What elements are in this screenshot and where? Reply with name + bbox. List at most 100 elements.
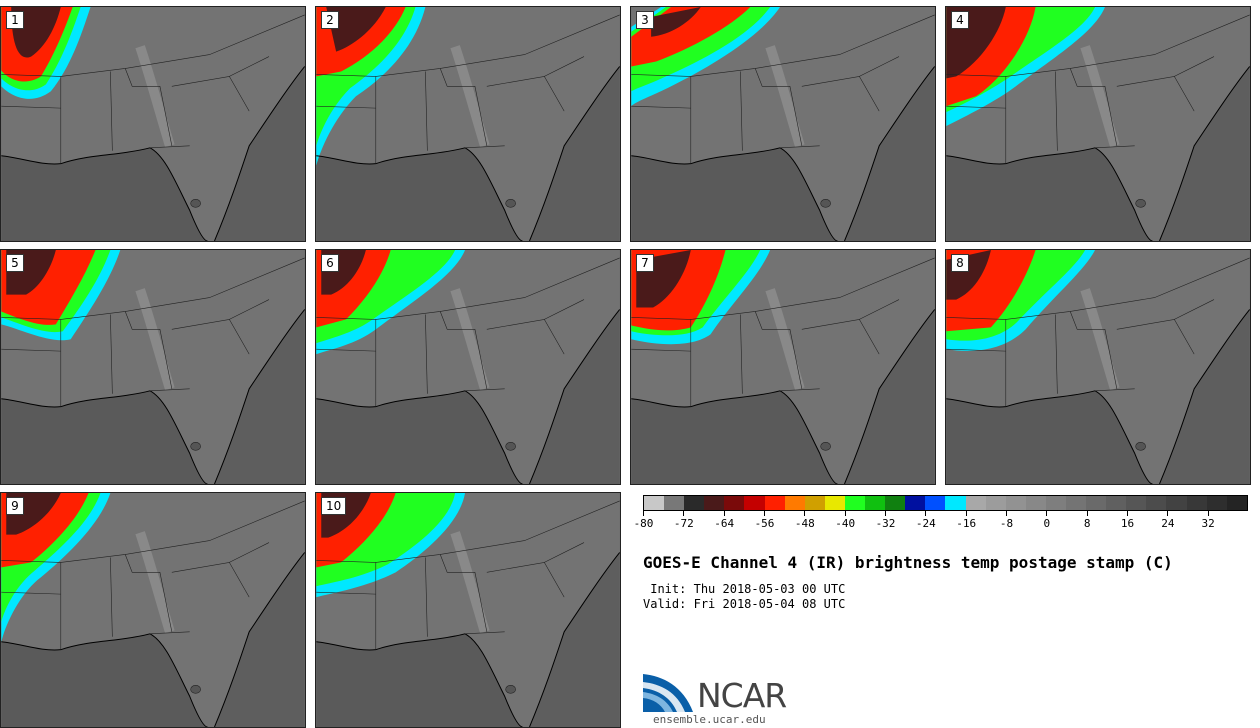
lake-okeechobee: [505, 685, 516, 694]
state-border: [946, 105, 1006, 109]
cold-cloud-area: [326, 7, 386, 52]
member-number-badge: 9: [6, 497, 24, 515]
member-panel-6[interactable]: 6: [315, 249, 621, 485]
colorbar-segment: [865, 496, 886, 510]
member-panel-2[interactable]: 2: [315, 6, 621, 242]
colorbar-segment: [1226, 496, 1247, 510]
lake-okeechobee: [505, 442, 516, 451]
state-border: [425, 71, 428, 151]
gulf-water: [1, 633, 208, 727]
gulf-water: [316, 147, 523, 241]
lake-okeechobee: [190, 199, 201, 208]
atlantic-water: [529, 552, 620, 727]
colorbar-tick-label: 32: [1201, 517, 1215, 530]
state-border: [110, 314, 113, 394]
state-border: [150, 631, 190, 635]
state-border: [754, 311, 803, 389]
cloud-streak: [450, 45, 490, 148]
member-panel-7[interactable]: 7: [630, 249, 936, 485]
colorbar-segment: [1166, 496, 1187, 510]
colorbar-tick-label: -8: [999, 517, 1014, 530]
colorbar-tick: [1207, 511, 1209, 516]
member-panel-1[interactable]: 1: [0, 6, 306, 242]
colorbar-segment: [1146, 496, 1167, 510]
colorbar-segment: [1005, 496, 1026, 510]
colorbar-segment: [985, 496, 1006, 510]
colorbar-tick-label: -32: [875, 517, 896, 530]
cloud-streak: [135, 288, 175, 391]
colorbar-segment: [1126, 496, 1147, 510]
state-border: [439, 68, 488, 146]
coastline: [316, 66, 620, 241]
coastline: [946, 66, 1250, 241]
land-area: [1, 493, 305, 727]
state-border: [124, 68, 173, 146]
member-number-badge: 6: [321, 254, 339, 272]
state-border: [229, 542, 270, 563]
coastline: [946, 309, 1250, 484]
member-panel-4[interactable]: 4: [945, 6, 1251, 242]
member-number-badge: 2: [321, 11, 339, 29]
ncar-logo-icon: [643, 674, 693, 712]
state-border: [1116, 319, 1195, 355]
state-border: [1, 500, 305, 563]
colorbar-segment: [824, 496, 845, 510]
colorbar-segment: [1065, 496, 1087, 510]
ir-map: [316, 250, 620, 484]
coastline: [1, 552, 305, 727]
gulf-water: [316, 390, 523, 484]
colorbar-tick-label: -64: [714, 517, 735, 530]
colorbar-tick: [683, 511, 685, 516]
state-border: [1069, 311, 1118, 389]
atlantic-water: [529, 309, 620, 484]
state-border: [316, 591, 376, 595]
state-border: [1174, 56, 1215, 77]
member-number-badge: 8: [951, 254, 969, 272]
state-border: [631, 348, 691, 352]
state-border: [544, 542, 585, 563]
ir-map: [631, 250, 935, 484]
state-border: [110, 71, 113, 151]
member-panel-8[interactable]: 8: [945, 249, 1251, 485]
lake-okeechobee: [820, 199, 831, 208]
colorbar-segment: [684, 496, 705, 510]
atlantic-water: [1159, 309, 1250, 484]
colorbar-tick-label: 16: [1120, 517, 1135, 530]
member-panel-10[interactable]: 10: [315, 492, 621, 728]
state-border: [316, 105, 376, 109]
state-border: [439, 311, 488, 389]
member-number-badge: 3: [636, 11, 654, 29]
colorbar-tick-label: -72: [673, 517, 694, 530]
colorbar-tick: [1167, 511, 1169, 516]
cloud-streak: [1080, 45, 1120, 148]
colorbar-tick: [965, 511, 967, 516]
ir-map: [1, 493, 305, 727]
lake-okeechobee: [190, 442, 201, 451]
state-border: [316, 257, 620, 320]
ir-map: [946, 250, 1250, 484]
member-number-badge: 7: [636, 254, 654, 272]
coastline: [316, 552, 620, 727]
member-panel-3[interactable]: 3: [630, 6, 936, 242]
member-number-badge: 10: [321, 497, 347, 515]
member-panel-5[interactable]: 5: [0, 249, 306, 485]
state-border: [150, 388, 190, 392]
gulf-water: [946, 390, 1153, 484]
lake-okeechobee: [505, 199, 516, 208]
cloud-streak: [765, 288, 805, 391]
member-panel-9[interactable]: 9: [0, 492, 306, 728]
colorbar-tick: [885, 511, 886, 516]
state-border: [1, 348, 61, 352]
colorbar-tick-label: -56: [754, 517, 775, 530]
colorbar-tick: [1046, 511, 1048, 516]
colorbar-tick-label: -40: [835, 517, 856, 530]
logo-url[interactable]: ensemble.ucar.edu: [653, 713, 766, 726]
atlantic-water: [214, 66, 305, 241]
chart-title: GOES-E Channel 4 (IR) brightness temp po…: [643, 553, 1173, 572]
state-border: [754, 68, 803, 146]
colorbar-segment: [784, 496, 805, 510]
ir-map: [1, 250, 305, 484]
state-border: [1095, 145, 1135, 149]
lake-okeechobee: [820, 442, 831, 451]
state-border: [544, 56, 585, 77]
